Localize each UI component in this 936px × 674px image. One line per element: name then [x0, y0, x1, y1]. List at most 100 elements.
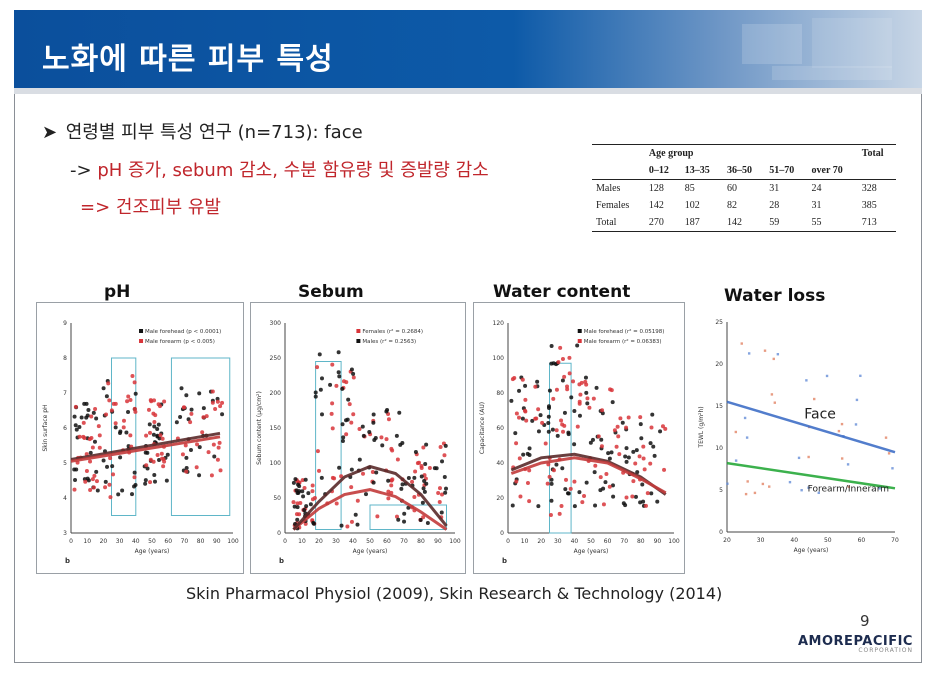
data-point: [631, 449, 636, 454]
data-point: [744, 492, 748, 496]
data-point: [562, 374, 567, 379]
data-point: [643, 503, 648, 508]
data-point: [406, 505, 411, 510]
data-point: [509, 398, 514, 403]
data-point: [609, 450, 614, 455]
data-point: [555, 433, 560, 438]
y-tick-label: 0: [277, 530, 281, 537]
data-point: [620, 420, 625, 425]
data-point: [648, 441, 653, 446]
data-point: [638, 500, 643, 505]
x-tick-label: 60: [383, 538, 391, 545]
title-underline: [14, 88, 922, 94]
x-axis-label: Age (years): [794, 547, 829, 554]
data-point: [635, 470, 640, 475]
y-tick-label: 4: [63, 495, 67, 502]
data-point: [437, 486, 442, 491]
x-tick-label: 80: [417, 538, 425, 545]
data-point: [585, 396, 590, 401]
data-point: [340, 386, 345, 391]
data-point: [328, 382, 333, 387]
data-point: [554, 462, 559, 467]
data-point: [533, 384, 538, 389]
data-point: [840, 422, 844, 426]
data-point: [319, 376, 324, 381]
trend-line: [292, 488, 448, 531]
data-point: [572, 479, 577, 484]
data-point: [623, 454, 628, 459]
data-point: [351, 412, 356, 417]
page-number: 9: [860, 612, 870, 630]
data-point: [436, 491, 441, 496]
x-tick-label: 100: [227, 538, 239, 545]
data-point: [840, 457, 844, 460]
data-point: [105, 464, 110, 469]
data-point: [566, 491, 571, 496]
data-point: [201, 415, 206, 420]
chart-sebum: 0 10 20 30 40 50 60 70 80 90 100 0 50 100 150 200 250 300…: [250, 302, 466, 574]
x-tick-label: 100: [449, 538, 461, 545]
data-point: [572, 408, 577, 413]
data-point: [218, 468, 223, 473]
data-point: [94, 479, 99, 484]
data-point: [797, 456, 801, 460]
data-point: [397, 410, 402, 415]
data-point: [109, 408, 114, 413]
data-point: [585, 401, 590, 406]
x-tick-label: 30: [554, 538, 562, 545]
data-point: [389, 483, 394, 488]
data-point: [371, 412, 376, 417]
chart-water-loss-svg: 20 30 40 50 60 70 0 5 10 15 20 25 Age (years) TEWL (g…: [698, 319, 899, 554]
panel-label: b: [65, 557, 70, 565]
data-point: [88, 459, 93, 464]
data-point: [513, 431, 518, 436]
data-point: [297, 484, 302, 489]
trend-line: [70, 435, 221, 463]
data-point: [375, 514, 380, 519]
data-point: [572, 442, 577, 447]
data-point: [146, 407, 151, 412]
table-cell: 85: [684, 183, 695, 194]
data-point: [549, 344, 554, 349]
data-point: [887, 452, 891, 455]
data-point: [200, 430, 205, 435]
data-point: [568, 486, 573, 491]
data-point: [216, 445, 221, 450]
data-point: [412, 475, 417, 480]
x-tick-label: 20: [723, 537, 731, 544]
data-point: [616, 434, 621, 439]
data-point: [788, 480, 792, 484]
data-point: [753, 491, 757, 495]
data-point: [390, 448, 395, 453]
data-point: [598, 475, 603, 480]
panel-label: b: [502, 557, 507, 565]
chart-water-content: 0 10 20 30 40 50 60 70 80 90 100 0 20 40 60 80 100 120 Age…: [473, 302, 685, 574]
data-point: [165, 452, 170, 457]
data-point: [443, 490, 448, 495]
x-tick-label: 50: [366, 538, 374, 545]
data-point: [584, 480, 589, 485]
data-point: [556, 360, 561, 365]
data-point: [772, 357, 775, 361]
data-point: [557, 511, 562, 516]
data-point: [734, 430, 738, 434]
data-point: [395, 457, 400, 462]
data-point: [155, 433, 160, 438]
data-point: [763, 349, 767, 352]
data-point: [607, 484, 612, 489]
data-point: [147, 422, 152, 427]
data-point: [88, 450, 93, 455]
data-point: [315, 449, 320, 454]
data-point: [884, 436, 888, 439]
chart-title-water-loss: Water loss: [724, 286, 826, 306]
data-point: [640, 482, 645, 487]
slide-title: 노화에 따른 피부 특성: [42, 42, 334, 77]
data-point: [210, 400, 215, 405]
data-point: [761, 482, 765, 486]
data-point: [310, 489, 315, 494]
data-point: [103, 479, 108, 484]
data-point: [633, 494, 638, 499]
data-point: [626, 455, 631, 460]
y-axis-label: TEWL (g/m²h): [698, 406, 705, 448]
data-point: [121, 425, 126, 430]
